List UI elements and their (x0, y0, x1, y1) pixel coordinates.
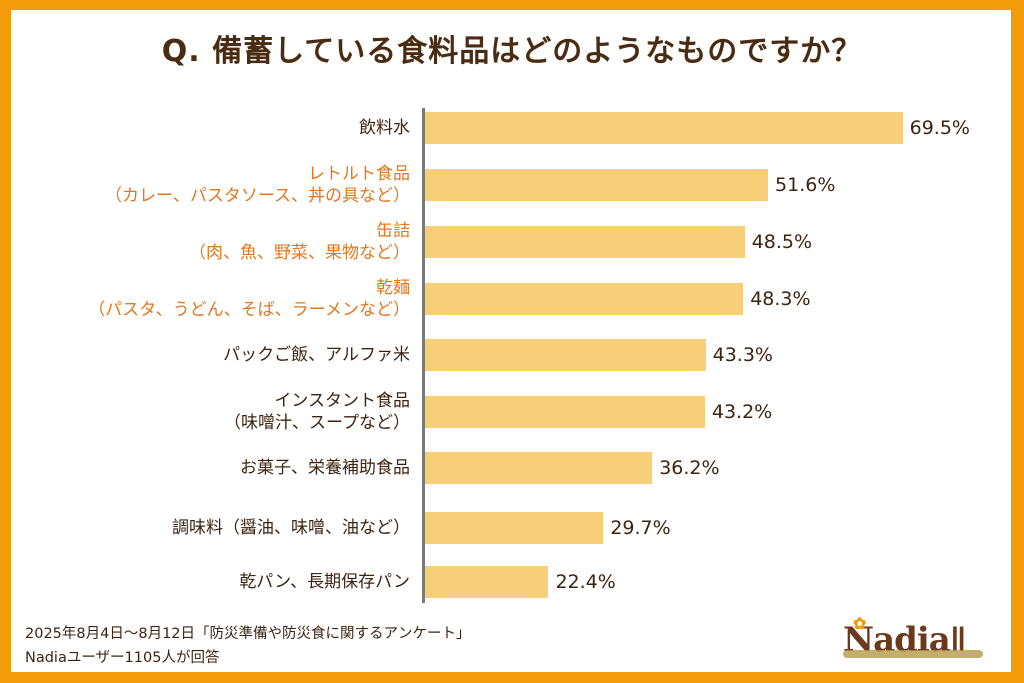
category-label: パックご飯、アルファ米 (223, 344, 410, 366)
bar (425, 396, 705, 428)
value-label: 36.2% (659, 457, 720, 479)
category-label-line1: インスタント食品 (274, 391, 410, 411)
value-label: 43.2% (711, 401, 773, 423)
category-label: 調味料（醤油、味噌、油など） (172, 517, 410, 539)
bar (425, 339, 706, 371)
value-label: 51.6% (775, 174, 836, 196)
category-label: レトルト食品 （カレー、パスタソース、丼の具など） (105, 163, 410, 207)
flower-icon: ✿ (853, 614, 866, 633)
category-label: 乾パン、長期保存パン (239, 571, 410, 593)
survey-info: 2025年8月4日〜8月12日「防災準備や防災食に関するアンケート」 (25, 626, 471, 642)
category-label-line1: 乾麺 (376, 278, 410, 298)
category-label-line1: パックご飯、アルファ米 (223, 345, 410, 365)
category-label-line2: （カレー、パスタソース、丼の具など） (105, 186, 410, 206)
category-label-line2: （肉、魚、野菜、果物など） (189, 243, 410, 263)
category-label: 乾麺 （パスタ、うどん、そば、ラーメンなど） (88, 277, 410, 321)
chart-title: Q. 備蓄している食料品はどのようなものですか？ (161, 34, 863, 69)
category-label: インスタント食品 （味噌汁、スープなど） (224, 390, 410, 434)
value-label: 69.5% (909, 117, 970, 139)
value-label: 22.4% (555, 571, 616, 593)
category-label-line2: （パスタ、うどん、そば、ラーメンなど） (88, 300, 410, 320)
bar (425, 566, 549, 598)
category-label-line1: レトルト食品 (308, 164, 410, 184)
category-label-line1: お菓子、栄養補助食品 (240, 458, 410, 478)
logo-wave (843, 650, 983, 658)
value-label: 48.5% (751, 231, 813, 253)
bar (425, 283, 744, 315)
bar (425, 112, 903, 144)
value-label: 48.3% (750, 288, 811, 310)
bar (425, 226, 745, 258)
y-axis-line (422, 108, 425, 603)
value-label: 43.3% (712, 344, 773, 366)
bar (425, 169, 769, 201)
category-label-line2: （味噌汁、スープなど） (224, 413, 410, 433)
bar (425, 512, 604, 544)
value-label: 29.7% (610, 517, 671, 539)
category-label-line1: 缶詰 (376, 221, 410, 241)
category-label: 飲料水 (359, 117, 410, 139)
category-label-line1: 乾パン、長期保存パン (239, 572, 410, 592)
respondent-info: Nadiaユーザー1105人が回答 (25, 650, 220, 666)
bar (425, 452, 653, 484)
category-label: 缶詰 （肉、魚、野菜、果物など） (189, 220, 410, 264)
category-label: お菓子、栄養補助食品 (240, 457, 410, 479)
category-label-line1: 調味料（醤油、味噌、油など） (172, 518, 410, 538)
nadia-logo: ✿ Nadiaǁ (843, 614, 983, 660)
category-label-line1: 飲料水 (359, 118, 410, 138)
